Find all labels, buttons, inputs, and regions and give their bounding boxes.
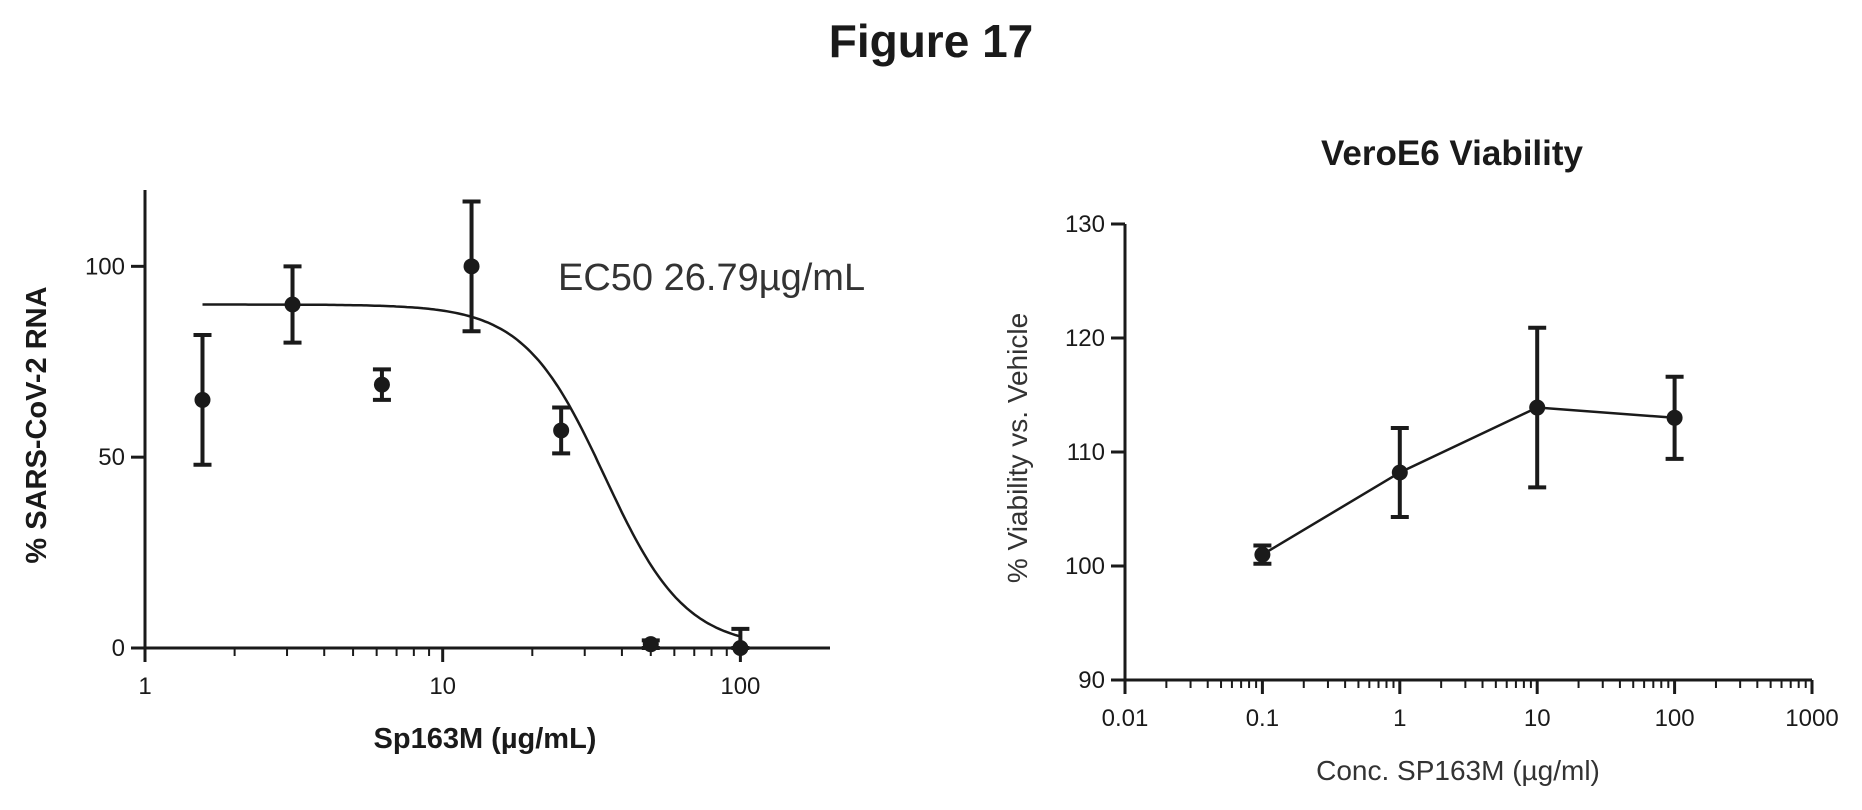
chart2-data-point bbox=[1666, 409, 1683, 426]
chart2-data-point bbox=[1391, 464, 1408, 481]
chart2-y-tick-label: 110 bbox=[1067, 439, 1105, 466]
chart1-data-point bbox=[553, 422, 570, 439]
chart1-data-point bbox=[463, 258, 480, 275]
chart2-data-point bbox=[1529, 399, 1546, 416]
chart1-data-point bbox=[642, 636, 659, 653]
chart2-x-tick-label: 100 bbox=[1655, 705, 1695, 732]
figure-title: Figure 17 bbox=[828, 15, 1034, 67]
chart1-x-tick-label: 1 bbox=[138, 673, 151, 700]
chart1-y-tick-label: 50 bbox=[98, 444, 125, 471]
chart1-y-tick-label: 100 bbox=[85, 253, 125, 280]
chart1-data-point bbox=[373, 376, 390, 393]
chart1-fit-curve bbox=[202, 303, 741, 638]
chart1-y-tick-label: 0 bbox=[112, 635, 125, 662]
chart2-y-tick-label: 120 bbox=[1065, 325, 1105, 352]
chart2-title: VeroE6 Viability bbox=[1321, 134, 1584, 173]
chart1-y-axis-label: % SARS-CoV-2 RNA bbox=[21, 286, 53, 563]
chart2-y-tick-label: 90 bbox=[1078, 667, 1105, 694]
chart2-y-tick-label: 100 bbox=[1065, 553, 1105, 580]
chart2-x-tick-label: 0.1 bbox=[1246, 705, 1279, 732]
chart1-data-point bbox=[284, 296, 301, 313]
chart1-x-tick-label: 10 bbox=[429, 673, 456, 700]
chart2-y-axis-label: % Viability vs. Vehicle bbox=[1002, 313, 1033, 583]
chart1-data-point bbox=[194, 391, 211, 408]
chart2-x-tick-label: 1000 bbox=[1785, 705, 1838, 732]
chart1-x-tick-label: 100 bbox=[720, 673, 760, 700]
chart2-y-tick-label: 130 bbox=[1065, 211, 1105, 238]
chart1-x-axis-label: Sp163M (µg/mL) bbox=[374, 723, 597, 755]
chart1-data-point bbox=[732, 640, 749, 656]
chart1-plot: 1 10 100 0 50 100 bbox=[85, 190, 830, 700]
chart2-series-line bbox=[1261, 406, 1675, 556]
chart2-data-point bbox=[1254, 546, 1271, 563]
chart2-x-tick-label: 1 bbox=[1393, 705, 1406, 732]
chart2-x-tick-label: 0.01 bbox=[1102, 705, 1149, 732]
chart2-x-axis-label: Conc. SP163M (µg/ml) bbox=[1316, 755, 1600, 786]
chart1-ec50-annotation: EC50 26.79µg/mL bbox=[558, 257, 865, 299]
chart2-x-tick-label: 10 bbox=[1524, 705, 1551, 732]
